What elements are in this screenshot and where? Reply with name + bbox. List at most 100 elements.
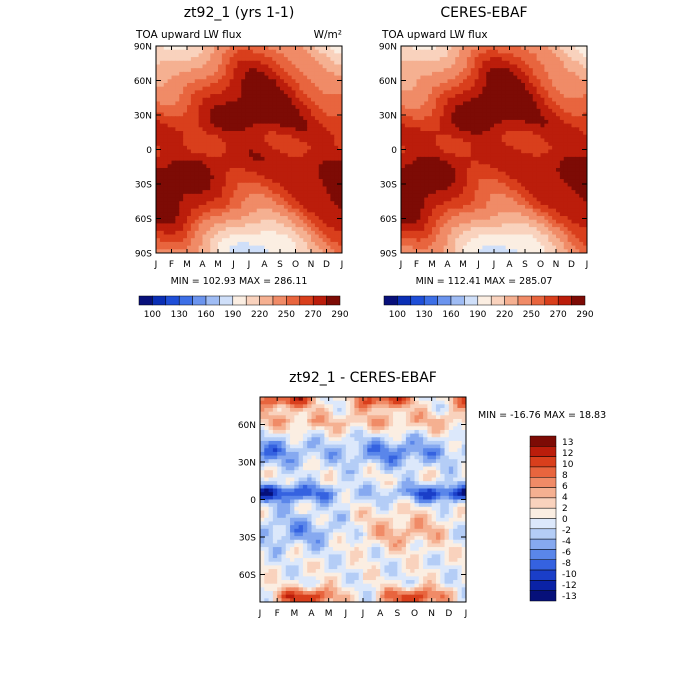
field-cell: [272, 182, 277, 188]
field-cell: [552, 171, 557, 176]
field-cell: [256, 75, 262, 80]
field-cell: [245, 186, 250, 191]
heatmap-field-obs: [401, 46, 587, 253]
field-cell: [439, 108, 445, 114]
field-cell: [179, 249, 184, 253]
field-cell: [432, 123, 437, 128]
field-cell: [428, 112, 433, 117]
field-cell: [424, 60, 429, 66]
field-cell: [494, 193, 499, 199]
field-cell: [183, 101, 188, 106]
field-cell: [260, 138, 266, 143]
field-cell: [225, 46, 231, 51]
field-cell: [540, 160, 545, 165]
field-cell: [451, 46, 456, 51]
field-cell: [513, 119, 518, 125]
field-cell: [303, 179, 308, 184]
field-cell: [210, 171, 215, 176]
field-cell: [404, 105, 410, 110]
field-cell: [237, 227, 242, 232]
field-cell: [525, 49, 530, 54]
field-cell: [245, 75, 250, 80]
field-cell: [435, 82, 441, 88]
field-cell: [563, 171, 569, 176]
field-cell: [237, 53, 242, 58]
field-cell: [179, 156, 184, 162]
field-cell: [466, 97, 472, 103]
field-cell: [556, 164, 561, 169]
field-cell: [443, 101, 449, 106]
field-cell: [179, 57, 184, 62]
field-cell: [229, 138, 235, 143]
field-cell: [428, 167, 433, 173]
field-cell: [528, 208, 534, 213]
field-cell: [171, 105, 176, 110]
field-cell: [482, 71, 487, 77]
field-cell: [521, 82, 526, 88]
field-cell: [416, 112, 421, 117]
field-cell: [451, 75, 456, 80]
field-cell: [521, 134, 526, 140]
field-cell: [416, 201, 421, 206]
field-cell: [163, 197, 169, 202]
field-cell: [214, 241, 219, 247]
field-cell: [435, 46, 441, 51]
field-cell: [218, 101, 223, 106]
field-cell: [252, 230, 258, 236]
field-cell: [583, 101, 587, 106]
field-cell: [283, 57, 289, 62]
field-cell: [190, 171, 196, 176]
field-cell: [179, 204, 184, 210]
field-cell: [237, 249, 242, 253]
field-cell: [334, 90, 339, 95]
field-cell: [194, 227, 200, 232]
field-cell: [318, 212, 324, 217]
field-cell: [540, 175, 545, 180]
field-cell: [171, 101, 176, 106]
field-cell: [291, 208, 297, 213]
field-cell: [563, 97, 569, 103]
field-cell: [459, 94, 464, 99]
y-tick-label: 30S: [135, 181, 152, 191]
field-cell: [252, 182, 258, 188]
field-cell: [559, 134, 565, 140]
field-cell: [295, 131, 300, 136]
field-cell: [497, 64, 503, 69]
field-cell: [187, 171, 192, 176]
field-cell: [156, 127, 161, 132]
field-cell: [179, 64, 184, 69]
field-cell: [459, 123, 464, 128]
field-cell: [497, 179, 503, 184]
field-cell: [330, 101, 335, 106]
field-cell: [163, 204, 169, 210]
field-cell: [548, 160, 553, 165]
field-cell: [490, 68, 495, 73]
field-cell: [206, 227, 211, 232]
field-cell: [338, 175, 342, 180]
field-cell: [311, 234, 316, 239]
field-cell: [497, 156, 503, 162]
field-cell: [517, 123, 522, 128]
field-cell: [237, 201, 242, 206]
field-cell: [264, 134, 269, 140]
field-cell: [338, 204, 342, 210]
field-cell: [276, 201, 281, 206]
field-cell: [478, 134, 483, 140]
field-cell: [237, 60, 242, 66]
field-cell: [233, 186, 238, 191]
field-cell: [252, 145, 258, 151]
field-cell: [221, 68, 227, 73]
field-cell: [548, 193, 553, 199]
field-cell: [424, 208, 429, 213]
field-cell: [579, 64, 584, 69]
field-cell: [311, 86, 316, 91]
field-cell: [175, 182, 180, 188]
field-cell: [314, 112, 320, 117]
field-cell: [420, 94, 425, 99]
field-cell: [424, 53, 429, 58]
field-cell: [214, 71, 219, 77]
field-cell: [179, 94, 184, 99]
field-cell: [183, 156, 188, 162]
field-cell: [268, 131, 273, 136]
field-cell: [295, 138, 300, 143]
